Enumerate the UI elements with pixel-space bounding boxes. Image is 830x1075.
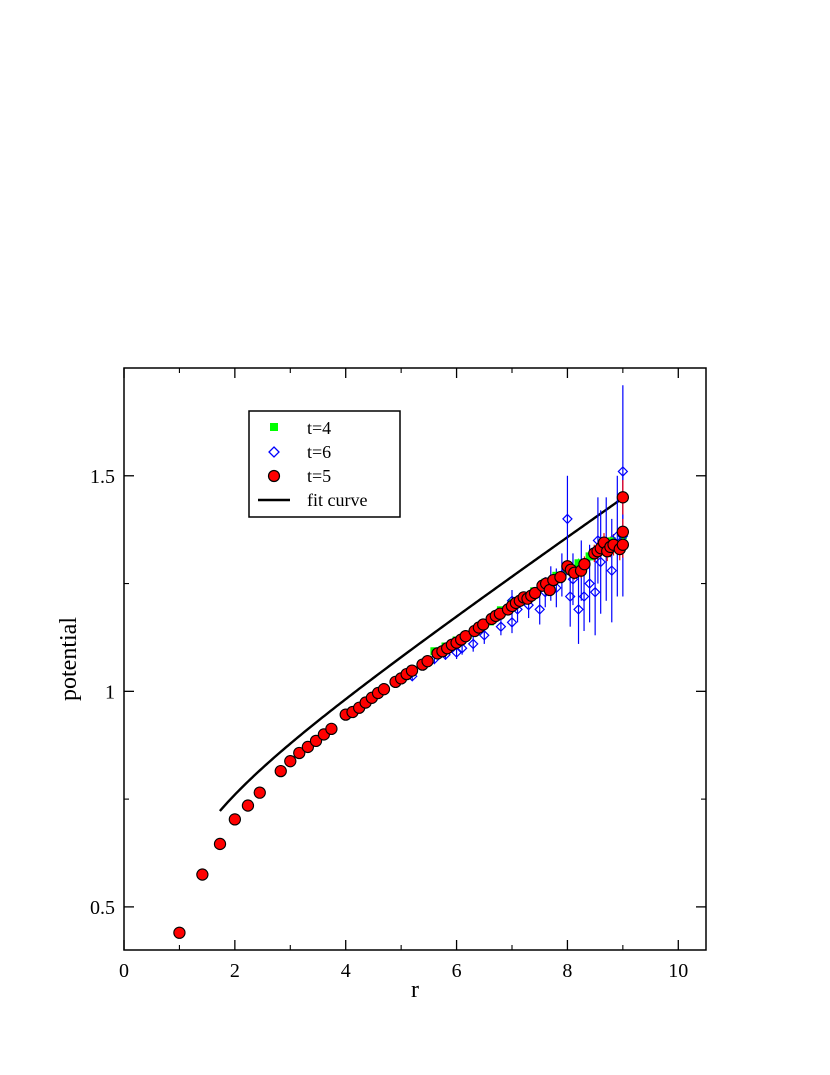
data-point-t6 <box>562 513 573 525</box>
x-axis-title: r <box>411 977 419 1003</box>
data-point-t5 <box>301 740 315 754</box>
data-point-t5 <box>554 570 567 584</box>
data-point-t5 <box>213 837 227 851</box>
y-axis-title: potential <box>56 617 82 701</box>
fit-layer <box>218 497 624 812</box>
data-point-t5 <box>228 813 242 826</box>
y-tick-label: 1 <box>105 681 115 703</box>
data-point-t5 <box>325 722 338 735</box>
data-point-t6 <box>564 591 576 602</box>
data-point-t5 <box>377 683 391 696</box>
x-tick-label: 10 <box>668 960 688 982</box>
fit-curve-line <box>218 497 624 812</box>
data-point-t6 <box>606 565 618 576</box>
data-point-t5 <box>253 786 266 799</box>
legend-label-t4: t=4 <box>307 418 331 438</box>
tick-layer: 0 2 4 6 8 10 0.5 1 1.5 <box>90 368 706 982</box>
error-bar-layer <box>178 385 624 935</box>
data-point-t6 <box>534 604 546 615</box>
marker-layer <box>173 466 630 939</box>
data-point-t5 <box>528 586 542 600</box>
data-point-t5 <box>309 734 323 748</box>
x-tick-label: 6 <box>452 960 462 982</box>
data-point-t5 <box>616 491 630 504</box>
data-point-t5 <box>293 746 306 760</box>
data-point-t6 <box>589 586 601 598</box>
data-point-t5 <box>284 755 297 768</box>
x-tick-label: 4 <box>341 960 351 982</box>
data-point-t6 <box>478 629 490 641</box>
data-point-t6 <box>467 638 479 650</box>
data-point-t5 <box>421 655 434 668</box>
data-point-t6 <box>451 647 462 658</box>
data-point-t6 <box>617 466 629 477</box>
y-tick-label: 0.5 <box>90 897 115 919</box>
data-point-t5 <box>616 525 630 538</box>
x-tick-label: 8 <box>562 960 572 982</box>
data-point-t6 <box>584 578 595 589</box>
legend-label-fit: fit curve <box>307 490 367 510</box>
data-point-t6 <box>573 604 584 615</box>
legend-marker-t6 <box>268 446 280 458</box>
y-tick-label: 1.5 <box>90 466 115 488</box>
x-tick-label: 2 <box>230 960 240 982</box>
data-point-t6 <box>495 621 507 633</box>
data-point-t5 <box>274 764 287 778</box>
data-point-t5 <box>241 799 255 812</box>
data-point-t6 <box>506 617 518 628</box>
legend-label-t6: t=6 <box>307 442 331 462</box>
data-point-t5 <box>405 664 419 677</box>
legend-marker-t4 <box>270 423 278 431</box>
data-point-t5 <box>616 538 630 551</box>
data-point-t5 <box>196 868 209 881</box>
plot-frame <box>123 367 707 951</box>
data-point-t5 <box>477 618 490 631</box>
data-point-t5 <box>173 926 186 939</box>
data-point-t6 <box>578 591 590 602</box>
data-point-t5 <box>578 558 591 571</box>
data-point-t6 <box>595 556 607 568</box>
legend: t=4 t=6 t=5 fit curve <box>248 410 401 518</box>
legend-marker-t5 <box>267 469 281 483</box>
x-tick-label: 0 <box>119 960 129 982</box>
legend-label-t5: t=5 <box>307 466 331 486</box>
